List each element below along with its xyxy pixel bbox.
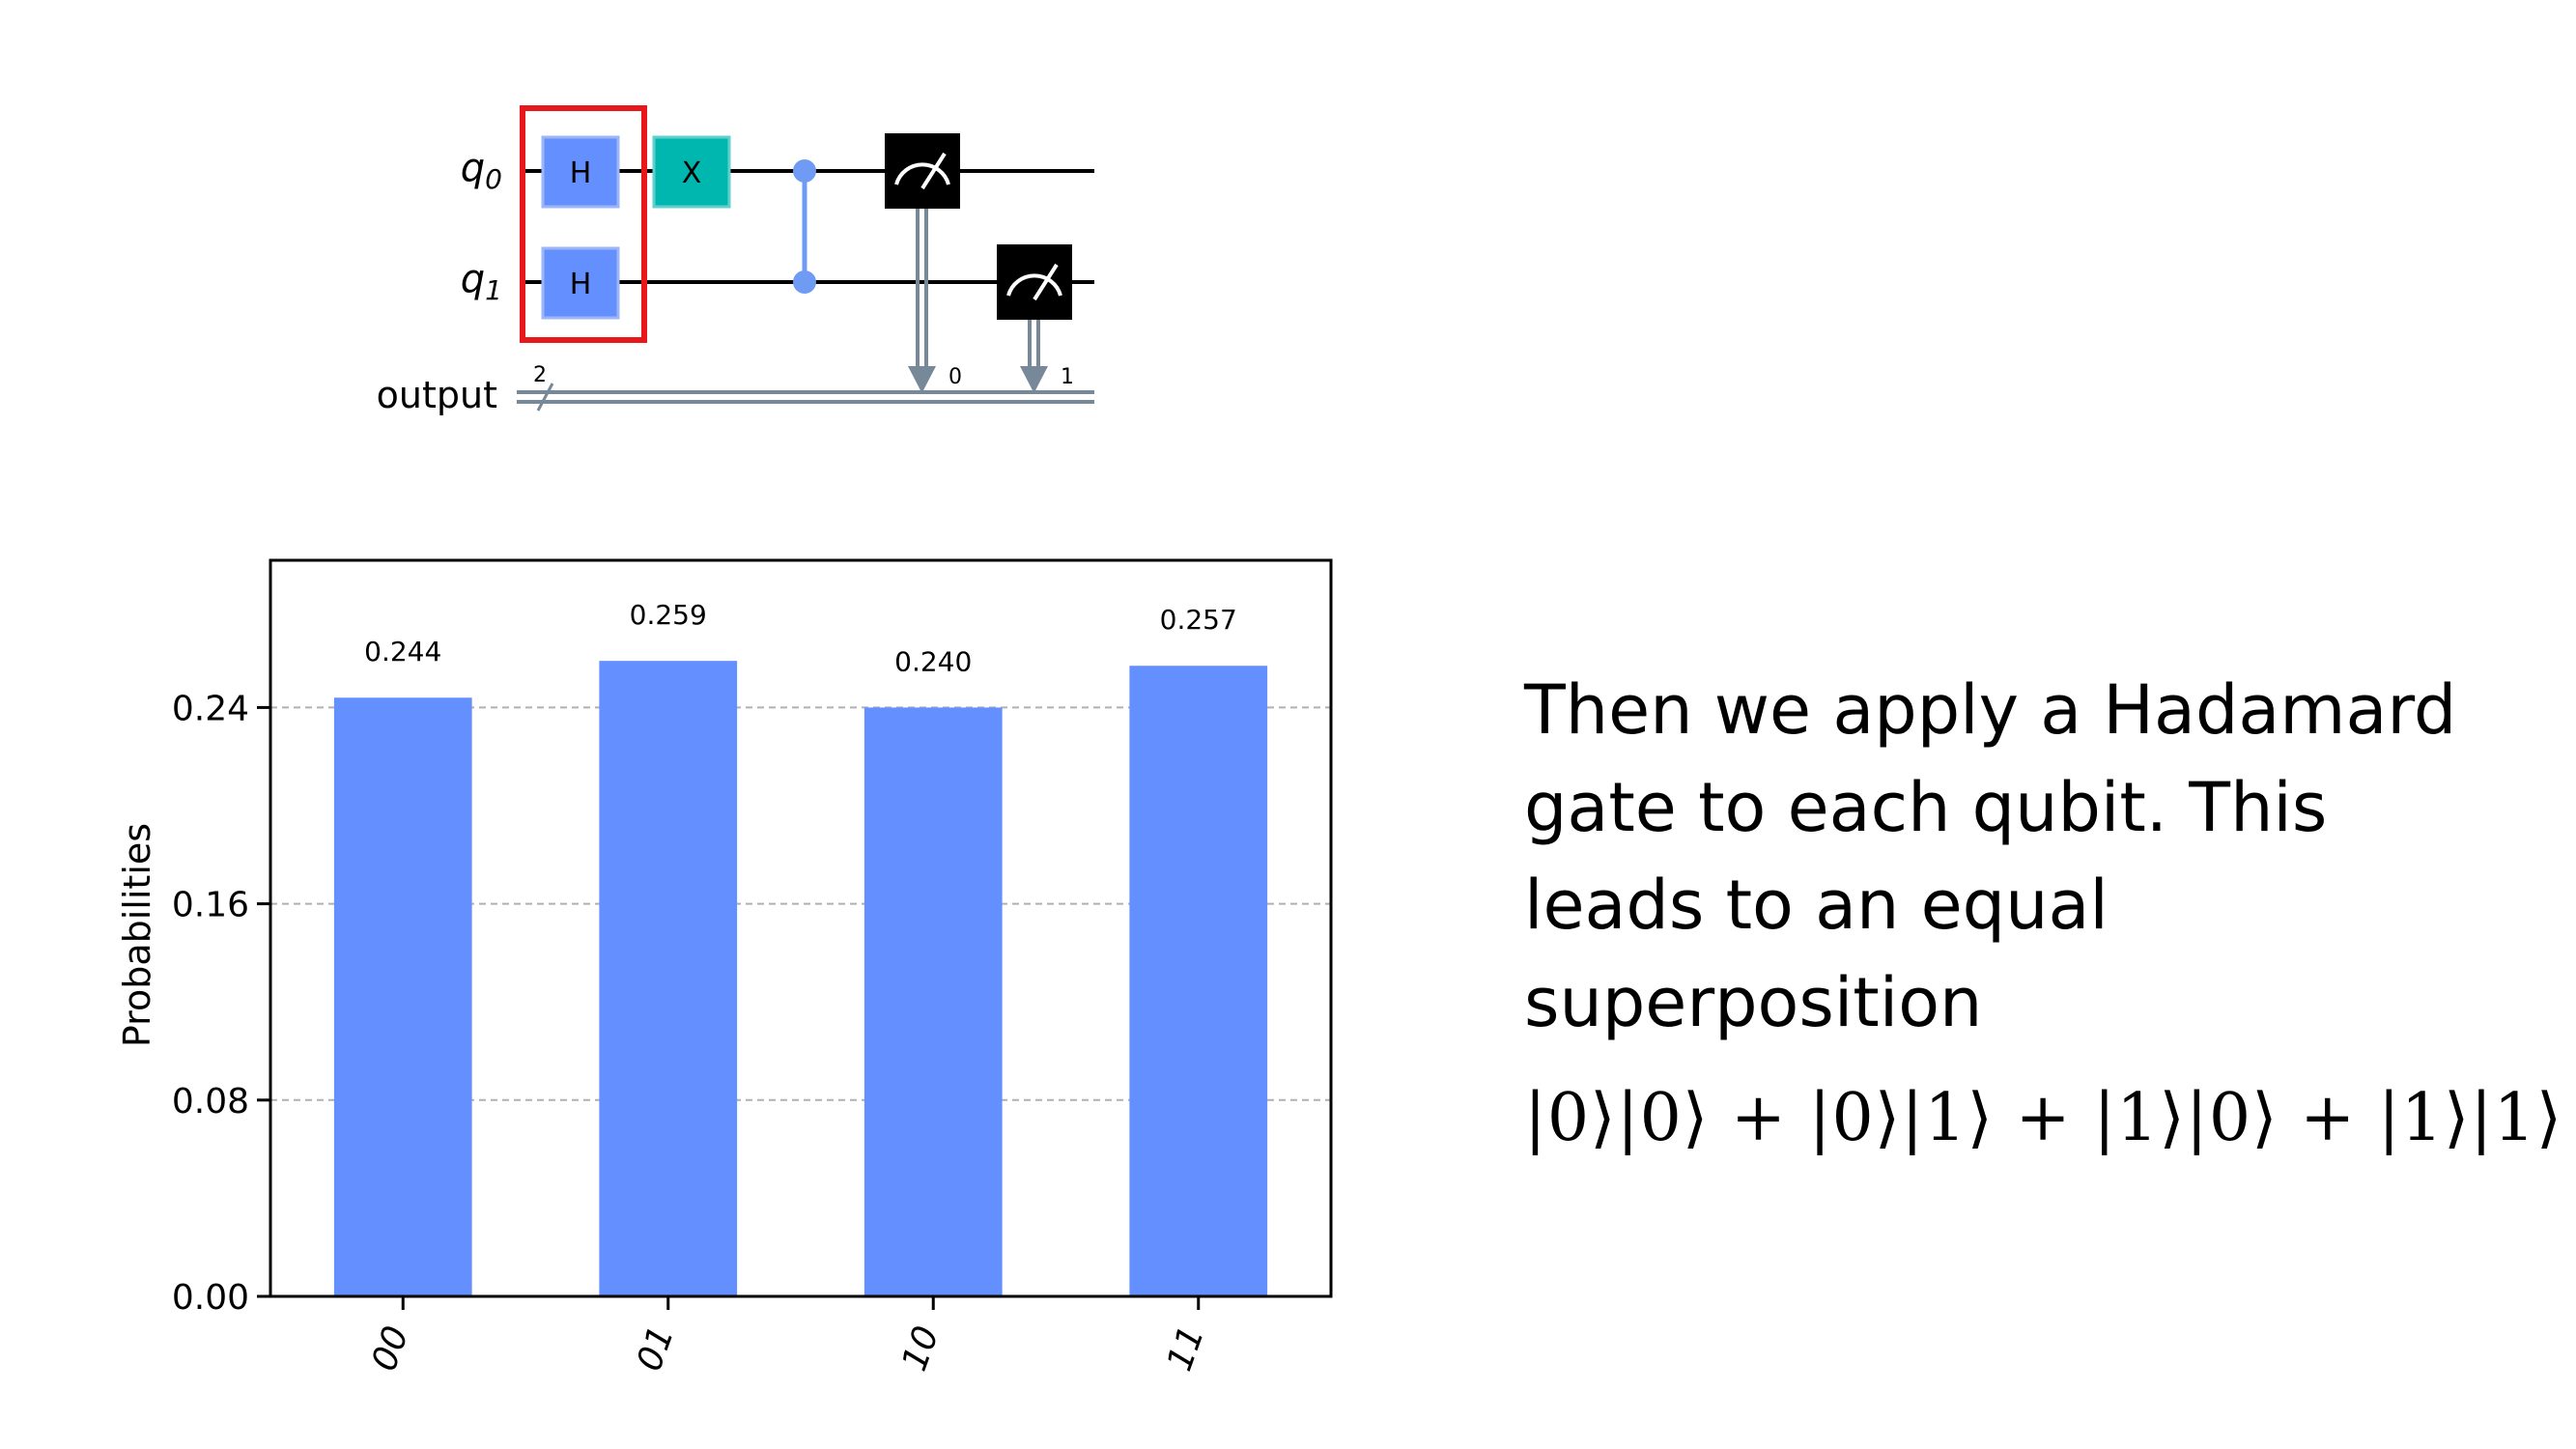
svg-text:X: X (682, 156, 702, 190)
quantum-circuit: q0 q1 output 2 H H X 0 (377, 105, 1094, 416)
y-tick-label: 0.16 (172, 886, 249, 925)
hadamard-highlight-box (520, 105, 647, 343)
data-label: 0.240 (894, 645, 972, 677)
measure-gate-q0[interactable]: 0 (885, 133, 962, 393)
data-labels: 0.244 0.259 0.240 0.257 (364, 599, 1237, 677)
bar-01[interactable] (599, 661, 738, 1296)
hadamard-gate-q0[interactable]: H (541, 135, 620, 209)
measure-gate-q1[interactable]: 1 (997, 244, 1074, 393)
x-axis-ticks: 00 01 10 11 (364, 1296, 1212, 1377)
x-tick-label: 10 (894, 1321, 947, 1377)
hadamard-gate-q1[interactable]: H (541, 246, 620, 320)
y-tick-label: 0.08 (172, 1082, 249, 1122)
bar-00[interactable] (333, 697, 472, 1296)
bar-10[interactable] (863, 707, 1003, 1296)
caption-line: gate to each qubit. This (1524, 768, 2328, 847)
measure-bit-label-1: 1 (1061, 365, 1074, 389)
caption-line: superposition (1524, 963, 1983, 1042)
data-label: 0.244 (364, 636, 441, 668)
caption-line: leads to an equal (1524, 866, 2109, 945)
x-tick-label: 11 (1160, 1321, 1212, 1377)
measure-bit-label-0: 0 (948, 365, 962, 389)
bar-11[interactable] (1129, 666, 1268, 1296)
caption-line: Then we apply a Hadamard (1524, 670, 2457, 750)
svg-text:H: H (570, 156, 592, 190)
classical-register-label: output (377, 374, 497, 416)
y-tick-label: 0.24 (172, 689, 249, 728)
y-tick-label: 0.00 (172, 1278, 249, 1318)
x-tick-label: 00 (364, 1321, 416, 1377)
register-width-label: 2 (533, 363, 547, 387)
x-tick-label: 01 (630, 1321, 682, 1377)
superposition-formula: |0⟩|0⟩ + |0⟩|1⟩ + |1⟩|0⟩ + |1⟩|1⟩ (1524, 1080, 2563, 1156)
y-axis-ticks: 0.00 0.08 0.16 0.24 (172, 689, 270, 1318)
data-label: 0.257 (1160, 604, 1237, 636)
probability-bar-chart: 0.244 0.259 0.240 0.257 0.00 0.08 0.16 0.24 00… (116, 558, 1333, 1377)
caption-text: Then we apply a Hadamard gate to each qu… (1524, 662, 2490, 1052)
plot-frame (269, 558, 1333, 1298)
y-axis-label: Probabilities (116, 823, 158, 1047)
svg-text:H: H (570, 268, 592, 301)
qubit-label-q0: q0 (461, 146, 502, 195)
data-label: 0.259 (630, 599, 707, 631)
controlled-z-gate[interactable] (793, 159, 816, 294)
bars (333, 661, 1268, 1296)
qubit-label-q1: q1 (461, 257, 502, 306)
pauli-x-gate-q0[interactable]: X (652, 135, 731, 209)
classical-wire: 2 (517, 363, 1094, 412)
